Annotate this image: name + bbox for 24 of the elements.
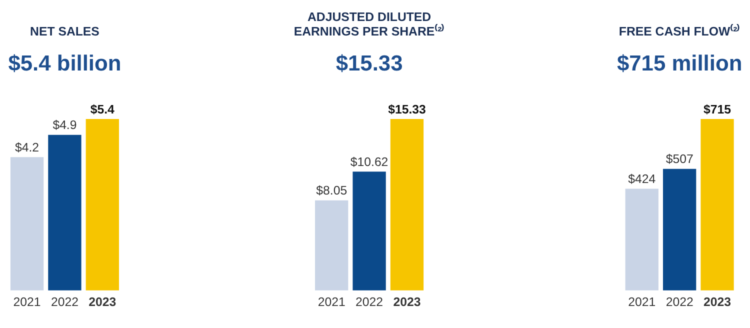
chart-subtitle: $15.33 [336,50,403,76]
x-tick-label: 2023 [88,295,116,310]
chart-title: FREE CASH FLOW⁽²⁾ [618,23,740,38]
data-label: $10.62 [350,154,388,169]
x-tick-label: 2021 [318,295,346,310]
x-tick-label: 2022 [356,295,384,310]
x-tick-label: 2021 [13,295,41,310]
chart-subtitle: $5.4 billion [8,50,122,76]
data-label: $15.33 [388,102,426,116]
x-tick-label: 2023 [704,295,732,310]
chart-subtitle: $715 million [616,50,742,76]
chart-title: NET SALES [30,24,100,38]
x-tick-label: 2023 [393,295,421,310]
data-label: $424 [628,172,656,186]
x-tick-label: 2022 [666,295,694,310]
data-label: $507 [666,152,694,166]
data-label: $5.4 [90,102,115,116]
data-label: $715 [704,102,732,116]
chart-title: ADJUSTED DILUTED EARNINGS PER SHARE⁽²⁾ [294,10,445,38]
data-label: $4.2 [15,140,40,154]
data-label: $8.05 [316,184,348,198]
x-tick-label: 2021 [628,295,656,310]
x-tick-label: 2022 [50,295,79,310]
data-label: $4.9 [52,118,77,132]
